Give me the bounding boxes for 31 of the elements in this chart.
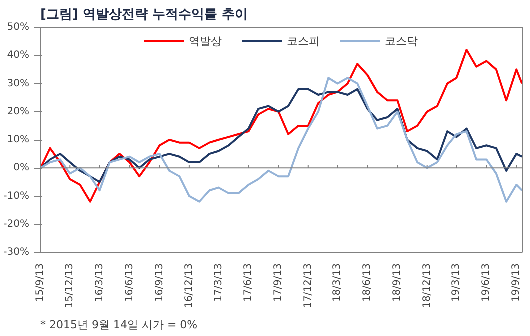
x-tick-label: 17/9/13: [273, 263, 284, 302]
x-tick-label: 18/12/13: [422, 263, 433, 308]
x-tick-label: 16/9/13: [154, 263, 166, 302]
x-tick-label: 17/6/13: [243, 263, 254, 302]
x-tick-label: 15/9/13: [35, 263, 46, 302]
y-tick-label: 40%: [7, 50, 30, 62]
y-tick-label: -10%: [4, 190, 30, 202]
x-tick-label: 19/6/13: [481, 263, 492, 302]
x-tick-label: 16/6/13: [124, 263, 136, 302]
x-tick-label: 18/3/13: [332, 263, 344, 302]
y-tick-label: -20%: [4, 218, 30, 230]
text: * 2015년 9월 14일 시가 = 0%: [40, 318, 198, 332]
y-tick-label: 10%: [7, 134, 30, 146]
x-tick-label: 15/12/13: [64, 263, 76, 308]
x-tick-label: 18/9/13: [392, 263, 404, 302]
y-tick-label: 30%: [7, 78, 30, 90]
legend-label: 코스닥: [385, 34, 418, 48]
x-tick-label: 18/6/13: [362, 263, 374, 302]
legend-label: 역발상: [189, 34, 222, 48]
y-tick-label: 0%: [14, 162, 30, 174]
x-tick-label: 17/12/13: [302, 263, 314, 308]
x-tick-label: 17/3/13: [213, 263, 224, 302]
x-tick-label: 16/3/13: [94, 263, 106, 302]
x-tick-label: 19/3/13: [451, 263, 462, 302]
y-tick-label: -30%: [4, 247, 30, 258]
legend-label: 코스피: [287, 34, 320, 48]
chart-title: [그림] 역발상전략 누적수익률 추이: [40, 8, 248, 22]
x-tick-label: 16/12/13: [184, 263, 195, 308]
y-tick-label: 20%: [7, 106, 30, 118]
x-tick-label: 19/9/13: [511, 263, 522, 302]
y-tick-label: 50%: [7, 22, 30, 33]
